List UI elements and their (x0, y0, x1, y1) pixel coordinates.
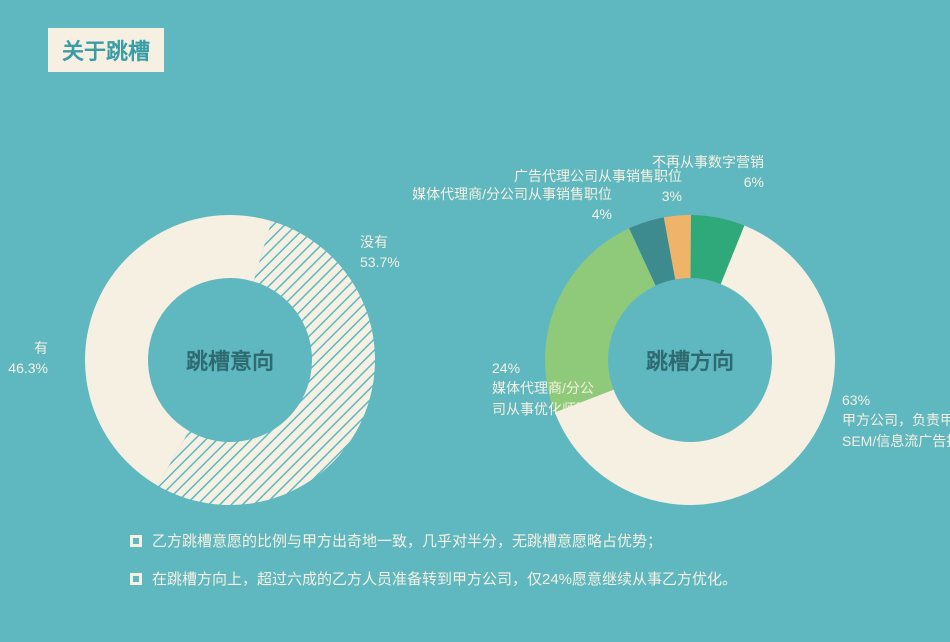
donut-intention: 跳槽意向 (85, 215, 375, 505)
chart-label: 24%媒体代理商/分公司从事优化师职位 (492, 358, 604, 419)
bullet-marker-icon (130, 573, 142, 585)
bullet-item: 乙方跳槽意愿的比例与甲方出奇地一致，几乎对半分，无跳槽意愿略占优势； (130, 530, 890, 554)
bullet-text: 乙方跳槽意愿的比例与甲方出奇地一致，几乎对半分，无跳槽意愿略占优势； (152, 530, 662, 554)
charts-area: 跳槽意向 跳槽方向 有46.3% 没有53.7% 63%甲方公司，负责甲方SEM/信… (0, 90, 950, 510)
chart-label: 不再从事数字营销6% (652, 152, 764, 193)
bullet-text: 在跳槽方向上，超过六成的乙方人员准备转到甲方公司，仅24%愿意继续从事乙方优化。 (152, 568, 737, 592)
bullet-marker-icon (130, 535, 142, 547)
chart-label: 有46.3% (8, 338, 48, 379)
chart-label: 没有53.7% (360, 232, 400, 273)
bullet-list: 乙方跳槽意愿的比例与甲方出奇地一致，几乎对半分，无跳槽意愿略占优势； 在跳槽方向… (130, 530, 890, 606)
donut-intention-title: 跳槽意向 (186, 344, 274, 376)
bullet-item: 在跳槽方向上，超过六成的乙方人员准备转到甲方公司，仅24%愿意继续从事乙方优化。 (130, 568, 890, 592)
chart-label: 63%甲方公司，负责甲方SEM/信息流广告投放 (842, 390, 950, 451)
page-title: 关于跳槽 (48, 28, 164, 72)
donut-direction-title: 跳槽方向 (646, 344, 734, 376)
